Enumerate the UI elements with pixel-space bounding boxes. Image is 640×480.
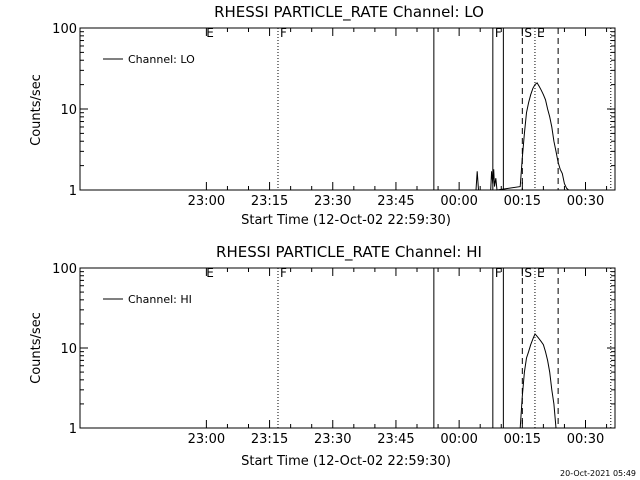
marker-label: E	[537, 26, 545, 40]
y-axis-label: Counts/sec	[29, 74, 44, 146]
x-tick-label: 23:45	[377, 432, 414, 447]
legend: Channel: HI	[103, 293, 192, 306]
y-tick-label: 10	[60, 342, 77, 357]
marker-label: F	[280, 266, 287, 280]
panel-lo: RHESSI PARTICLE_RATE Channel: LO Counts/…	[29, 3, 616, 228]
x-tick-label: 00:15	[504, 194, 541, 209]
marker-label: F	[495, 26, 502, 40]
marker-label: S	[524, 26, 532, 40]
marker-label: S	[524, 266, 532, 280]
x-tick-label: 23:15	[251, 194, 288, 209]
legend-entry: Channel: HI	[128, 293, 192, 306]
x-tick-label: 23:30	[314, 432, 351, 447]
x-tick-label: 00:30	[567, 194, 604, 209]
marker-label: F	[495, 266, 502, 280]
marker-label: E	[206, 266, 214, 280]
marker-label: E	[537, 266, 545, 280]
y-tick-label: 1	[69, 422, 77, 437]
y-axis-label: Counts/sec	[29, 312, 44, 384]
x-tick-label: 00:00	[440, 194, 477, 209]
y-tick-label: 10	[60, 103, 77, 118]
y-tick-label: 100	[52, 22, 77, 37]
x-tick-label: 23:00	[188, 194, 225, 209]
series-line	[519, 332, 557, 429]
footer-timestamp: 20-Oct-2021 05:49	[560, 469, 636, 478]
x-tick-label: 23:15	[251, 432, 288, 447]
x-tick-label: 23:30	[314, 194, 351, 209]
series-line	[475, 82, 570, 191]
x-tick-label: 00:00	[440, 432, 477, 447]
legend: Channel: LO	[103, 53, 195, 66]
legend-entry: Channel: LO	[128, 53, 195, 66]
x-tick-label: 00:30	[567, 432, 604, 447]
marker-label: E	[206, 26, 214, 40]
chart-title: RHESSI PARTICLE_RATE Channel: HI	[216, 243, 482, 262]
x-tick-label: 23:45	[377, 194, 414, 209]
panel-hi: RHESSI PARTICLE_RATE Channel: HI Counts/…	[29, 243, 616, 469]
x-axis-label: Start Time (12-Oct-02 22:59:30)	[241, 213, 451, 228]
x-axis-label: Start Time (12-Oct-02 22:59:30)	[241, 454, 451, 469]
y-tick-label: 1	[69, 184, 77, 199]
x-tick-label: 00:15	[504, 432, 541, 447]
marker-label: F	[280, 26, 287, 40]
chart-title: RHESSI PARTICLE_RATE Channel: LO	[214, 3, 484, 22]
x-tick-label: 23:00	[188, 432, 225, 447]
y-tick-label: 100	[52, 262, 77, 277]
